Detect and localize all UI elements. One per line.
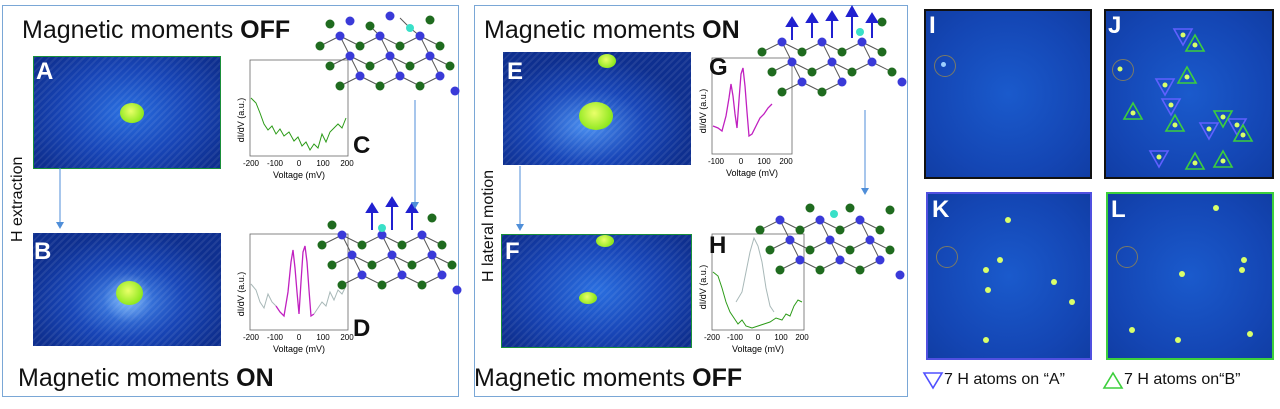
panel-label-c: C — [353, 132, 371, 159]
tick-label: -100 — [267, 159, 284, 168]
triangle-markers — [1117, 28, 1254, 170]
panel-label-g: G — [709, 54, 728, 81]
tick-label: 100 — [757, 157, 771, 166]
tick-label: -100 — [708, 157, 725, 166]
tick-label: -200 — [704, 333, 721, 342]
graphene-lattice-d — [317, 196, 462, 295]
graphene-lattice-g — [757, 4, 907, 97]
spectrum-ylabel: dI/dV (a.u.) — [698, 265, 708, 310]
tick-label: 100 — [316, 333, 330, 342]
legend-triangle-a-icon — [922, 372, 944, 390]
middle-side-label: H lateral motion — [480, 169, 497, 282]
spectrum-ylabel: dI/dV (a.u.) — [236, 272, 246, 317]
spectrum-xlabel: Voltage (mV) — [273, 344, 325, 354]
panel-label-a: A — [36, 58, 54, 85]
graphene-lattice-h — [755, 203, 905, 280]
reference-circle — [936, 246, 958, 268]
legend-triangle-b-icon — [1102, 371, 1124, 389]
reference-circle — [934, 55, 956, 77]
tick-label: -100 — [267, 333, 284, 342]
panel-label-f: F — [505, 238, 520, 265]
stm-image-e — [503, 52, 691, 165]
tick-label: 200 — [779, 157, 793, 166]
stm-image-a — [33, 56, 221, 169]
graphene-lattice-c — [315, 11, 460, 96]
tick-label: 200 — [340, 333, 354, 342]
legend-label-b: 7 H atoms on“B” — [1124, 371, 1241, 388]
panel-label-l: L — [1111, 196, 1126, 223]
arrow-e-to-f — [516, 166, 524, 231]
spectrum-xlabel: Voltage (mV) — [726, 168, 778, 178]
legend-label-a: 7 H atoms on “A” — [944, 371, 1065, 388]
panel-label-h: H — [709, 232, 727, 259]
tick-label: 0 — [297, 159, 302, 168]
adsorbate-points — [1129, 205, 1253, 343]
tick-label: -200 — [243, 159, 260, 168]
spectrum-d: dI/dV (a.u.) -200 -100 0 100 200 Voltage… — [236, 233, 354, 354]
panel-label-b: B — [34, 238, 52, 265]
tick-label: 100 — [774, 333, 788, 342]
panel-label-j: J — [1108, 12, 1122, 39]
tick-label: -100 — [727, 333, 744, 342]
reference-circle — [1116, 246, 1138, 268]
stm-image-l — [1106, 192, 1274, 360]
tick-label: 200 — [795, 333, 809, 342]
spectrum-ylabel: dI/dV (a.u.) — [698, 89, 708, 134]
adsorbate-blob — [120, 103, 144, 123]
left-side-label: H extraction — [9, 156, 26, 242]
stm-image-k — [926, 192, 1092, 360]
tick-label: 0 — [297, 333, 302, 342]
adsorbate-blob — [596, 235, 614, 247]
spectrum-ylabel: dI/dV (a.u.) — [236, 98, 246, 143]
spectrum-h: dI/dV (a.u.) -200 -100 0 100 200 Voltage… — [698, 233, 809, 354]
stm-image-b — [33, 233, 221, 346]
spectrum-c: dI/dV (a.u.) -200 -100 0 100 200 Voltage… — [236, 59, 354, 180]
adsorbate-points — [983, 217, 1075, 343]
adsorbate-blob — [598, 54, 616, 68]
middle-figure-frame — [474, 5, 908, 397]
spectrum-xlabel: Voltage (mV) — [273, 170, 325, 180]
tick-label: -200 — [243, 333, 260, 342]
stm-image-f — [501, 234, 692, 348]
reference-circle — [1112, 59, 1134, 81]
arrow-g-to-h — [861, 110, 869, 195]
adsorbate-blob — [579, 102, 613, 130]
left-figure-frame — [2, 5, 459, 397]
left-bottom-title: Magnetic moments ON — [18, 364, 274, 392]
tick-label: 200 — [340, 159, 354, 168]
middle-bottom-title: Magnetic moments OFF — [474, 364, 743, 392]
arrow-a-to-b — [56, 168, 64, 229]
middle-top-title: Magnetic moments ON — [484, 16, 740, 44]
spectrum-xlabel: Voltage (mV) — [732, 344, 784, 354]
spectrum-g: dI/dV (a.u.) -100 0 100 200 Voltage (mV) — [698, 57, 793, 178]
tick-label: 0 — [756, 333, 761, 342]
panel-label-d: D — [353, 315, 371, 342]
stm-image-i — [924, 9, 1092, 179]
panel-label-i: I — [929, 12, 936, 39]
adsorbate-blob — [116, 281, 143, 305]
adsorbate-blob — [579, 292, 597, 304]
tick-label: 0 — [739, 157, 744, 166]
left-top-title: Magnetic moments OFF — [22, 16, 291, 44]
arrow-c-to-d — [411, 100, 419, 209]
tick-label: 100 — [316, 159, 330, 168]
panel-label-k: K — [932, 196, 950, 223]
stm-image-j — [1104, 9, 1274, 179]
panel-label-e: E — [507, 58, 524, 85]
